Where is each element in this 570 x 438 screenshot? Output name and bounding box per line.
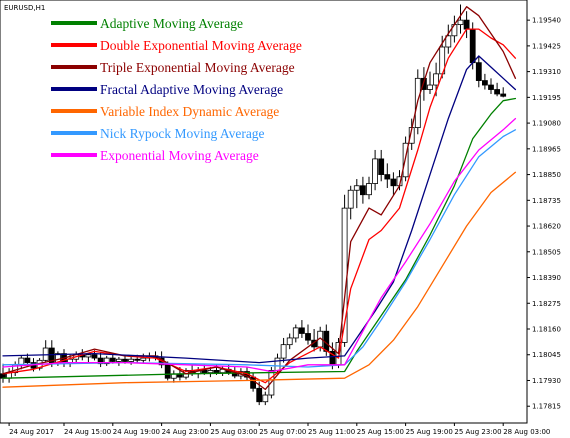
candle-bear-body bbox=[420, 77, 427, 90]
candle-bull-body bbox=[140, 357, 147, 361]
candle-bear-body bbox=[469, 28, 476, 64]
candle-bull-body bbox=[262, 394, 269, 403]
series-line-triple-exponential-moving-average bbox=[2, 6, 517, 391]
x-tick-label: 24 Aug 19:00 bbox=[113, 428, 160, 436]
candle-bull-body bbox=[103, 357, 110, 365]
x-tick-label: 25 Aug 19:00 bbox=[406, 428, 453, 436]
legend-label-exponential-moving-average: Exponential Moving Average bbox=[100, 148, 259, 163]
y-tick-label: 1.18735 bbox=[532, 197, 561, 205]
y-tick-label: 1.17930 bbox=[532, 377, 561, 385]
candle-bull-body bbox=[116, 358, 122, 362]
series-line-adaptive-moving-average bbox=[2, 97, 517, 379]
candle-bear-body bbox=[475, 62, 482, 81]
plot-frame bbox=[0, 0, 528, 424]
x-tick-label: 24 Aug 2017 bbox=[9, 428, 54, 436]
candle-bear-body bbox=[97, 357, 104, 365]
candle-bull-body bbox=[85, 354, 92, 358]
candle-bull-body bbox=[433, 73, 440, 86]
candle-bull-body bbox=[366, 183, 372, 196]
candle-bull-body bbox=[353, 185, 360, 191]
series-line-nick-rypock-moving-average bbox=[2, 129, 517, 368]
candle-bear-body bbox=[488, 84, 494, 90]
x-tick-label: 28 Aug 03:00 bbox=[503, 428, 550, 436]
candle-bear-body bbox=[390, 178, 397, 187]
legend-label-nick-rypock-moving-average: Nick Rypock Moving Average bbox=[100, 126, 265, 141]
legend-label-triple-exponential-moving-average: Triple Exponential Moving Average bbox=[100, 60, 295, 75]
legend-label-variable-index-dynamic-average: Variable Index Dynamic Average bbox=[100, 104, 279, 119]
candle-bull-body bbox=[457, 19, 464, 26]
candle-bull-body bbox=[128, 358, 135, 362]
candle-bear-body bbox=[494, 89, 501, 95]
symbol-label: EURUSD,H1 bbox=[4, 4, 45, 12]
y-tick-label: 1.18850 bbox=[532, 171, 561, 179]
candle-bear-body bbox=[256, 387, 263, 403]
y-tick-label: 1.19310 bbox=[532, 68, 561, 76]
y-tick-label: 1.18160 bbox=[532, 326, 561, 334]
candle-bull-body bbox=[280, 344, 287, 359]
x-tick-label: 25 Aug 07:00 bbox=[259, 428, 306, 436]
candle-bear-body bbox=[305, 333, 311, 341]
y-tick-label: 1.18965 bbox=[532, 145, 561, 153]
candle-bear-body bbox=[91, 354, 98, 359]
candle-bear-body bbox=[164, 364, 171, 379]
y-tick-label: 1.19080 bbox=[532, 120, 561, 128]
candle-bull-body bbox=[207, 370, 214, 374]
candle-bear-body bbox=[500, 93, 507, 97]
y-tick-label: 1.18390 bbox=[532, 274, 561, 282]
candle-bear-body bbox=[481, 80, 488, 86]
series-line-variable-index-dynamic-average bbox=[2, 171, 517, 388]
series-line-exponential-moving-average bbox=[2, 117, 517, 373]
x-tick-label: 24 Aug 15:00 bbox=[64, 428, 111, 436]
y-tick-label: 1.19195 bbox=[532, 94, 561, 102]
candle-bear-body bbox=[109, 357, 116, 362]
x-tick-label: 25 Aug 11:00 bbox=[308, 428, 355, 436]
candle-bear-body bbox=[213, 370, 220, 374]
candle-bear-body bbox=[134, 358, 141, 361]
candle-bull-body bbox=[274, 357, 281, 371]
legend: Adaptive Moving Average Double Exponentia… bbox=[51, 16, 302, 163]
candle-bull-body bbox=[286, 337, 293, 346]
series-line-fractal-adaptive-moving-average bbox=[2, 55, 517, 364]
series-layer bbox=[2, 6, 517, 391]
candle-bull-body bbox=[427, 84, 433, 90]
y-tick-label: 1.19540 bbox=[532, 17, 561, 25]
x-tick-label: 25 Aug 23:00 bbox=[454, 428, 501, 436]
legend-label-fractal-adaptive-moving-average: Fractal Adaptive Moving Average bbox=[100, 82, 283, 97]
candle-bull-body bbox=[445, 35, 452, 48]
candle-bull-body bbox=[292, 327, 299, 339]
candle-bear-body bbox=[384, 174, 391, 180]
candle-bear-body bbox=[122, 358, 128, 362]
y-tick-label: 1.17815 bbox=[532, 403, 561, 411]
y-tick-label: 1.18045 bbox=[532, 351, 561, 359]
x-tick-label: 24 Aug 23:00 bbox=[162, 428, 209, 436]
price-axis[interactable]: 1.19540 1.19425 1.19310 1.19195 1.19080 1.189… bbox=[527, 17, 561, 411]
y-tick-label: 1.18620 bbox=[532, 223, 561, 231]
x-tick-label: 25 Aug 15:00 bbox=[357, 428, 404, 436]
candle-bull-body bbox=[372, 158, 379, 184]
legend-label-adaptive-moving-average: Adaptive Moving Average bbox=[100, 16, 243, 31]
x-tick-label: 25 Aug 03:00 bbox=[210, 428, 257, 436]
y-tick-label: 1.19425 bbox=[532, 42, 561, 50]
y-tick-label: 1.18505 bbox=[532, 248, 561, 256]
y-tick-label: 1.18275 bbox=[532, 300, 561, 308]
candle-bear-body bbox=[359, 185, 366, 196]
legend-label-double-exponential-moving-average: Double Exponential Moving Average bbox=[100, 38, 302, 53]
candle-bull-body bbox=[347, 189, 354, 209]
candle-bear-body bbox=[378, 158, 385, 175]
time-axis[interactable]: 24 Aug 2017 24 Aug 15:00 24 Aug 19:00 24 Au… bbox=[8, 423, 550, 436]
candle-bear-body bbox=[298, 327, 305, 334]
candle-bear-body bbox=[24, 357, 31, 363]
candle-bear-body bbox=[201, 370, 208, 374]
candle-bear-body bbox=[463, 19, 470, 30]
